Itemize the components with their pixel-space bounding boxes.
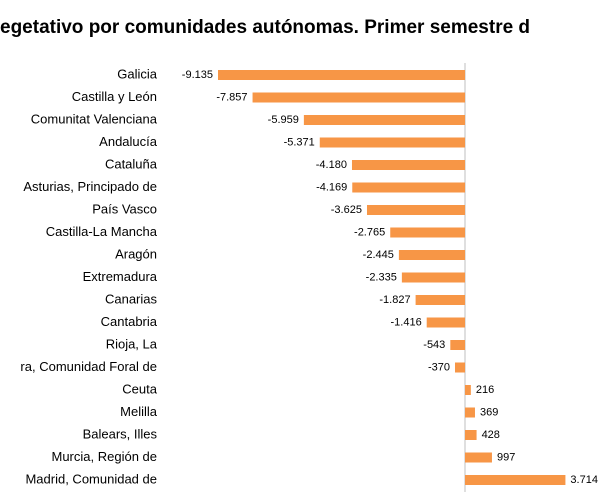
category-label: Comunitat Valenciana bbox=[31, 111, 158, 126]
value-label: -3.625 bbox=[331, 204, 362, 216]
chart-title: egetativo por comunidades autónomas. Pri… bbox=[0, 17, 530, 38]
bar bbox=[465, 430, 477, 440]
bar bbox=[398, 250, 465, 260]
category-label: Asturias, Principado de bbox=[23, 179, 157, 194]
bar bbox=[390, 227, 465, 238]
category-label: Extremadura bbox=[83, 269, 158, 284]
value-label: -2.445 bbox=[363, 249, 394, 261]
bar bbox=[352, 182, 465, 193]
bar bbox=[218, 70, 465, 80]
bar bbox=[351, 160, 465, 170]
bar bbox=[252, 92, 465, 103]
value-label: 997 bbox=[497, 451, 515, 463]
category-label: País Vasco bbox=[92, 201, 157, 216]
category-label: Castilla-La Mancha bbox=[46, 224, 158, 239]
bar bbox=[465, 407, 475, 418]
value-label: 3.714 bbox=[570, 474, 598, 486]
value-label: -9.135 bbox=[182, 69, 213, 81]
category-label: Rioja, La bbox=[106, 336, 158, 351]
value-label: -5.371 bbox=[284, 136, 315, 148]
category-label: Andalucía bbox=[99, 134, 158, 149]
value-label: -1.416 bbox=[391, 316, 422, 328]
value-label: -2.765 bbox=[354, 226, 385, 238]
bar bbox=[426, 317, 465, 328]
category-label: Balears, Illes bbox=[83, 426, 158, 441]
bar bbox=[401, 272, 465, 283]
category-label: Canarias bbox=[105, 291, 158, 306]
category-label: Galicia bbox=[117, 66, 158, 81]
value-label: -7.857 bbox=[216, 91, 247, 103]
value-label: -4.169 bbox=[316, 181, 347, 193]
category-label: Castilla y León bbox=[72, 89, 157, 104]
value-label: -543 bbox=[423, 339, 445, 351]
value-label: -5.959 bbox=[268, 114, 299, 126]
bar bbox=[319, 137, 465, 148]
value-label: -370 bbox=[428, 361, 450, 373]
category-label: Aragón bbox=[115, 246, 157, 261]
value-label: -2.335 bbox=[366, 271, 397, 283]
category-label: ra, Comunidad Foral de bbox=[20, 359, 157, 374]
bar bbox=[454, 362, 465, 373]
value-label: -1.827 bbox=[379, 294, 410, 306]
value-label: 369 bbox=[480, 406, 498, 418]
value-label: 428 bbox=[482, 429, 500, 441]
bar bbox=[415, 295, 465, 305]
value-label: -4.180 bbox=[316, 159, 347, 171]
value-label: 216 bbox=[476, 384, 494, 396]
category-label: Melilla bbox=[120, 404, 158, 419]
category-label: Murcia, Región de bbox=[52, 449, 158, 464]
category-label: Madrid, Comunidad de bbox=[25, 471, 157, 486]
bar bbox=[465, 475, 566, 485]
bar bbox=[366, 205, 465, 215]
category-label: Cantabria bbox=[101, 314, 158, 329]
category-label: Ceuta bbox=[122, 381, 157, 396]
bar bbox=[303, 115, 465, 125]
category-label: Cataluña bbox=[105, 156, 158, 171]
bar bbox=[465, 452, 492, 463]
bar bbox=[465, 385, 471, 395]
bar bbox=[450, 340, 465, 350]
